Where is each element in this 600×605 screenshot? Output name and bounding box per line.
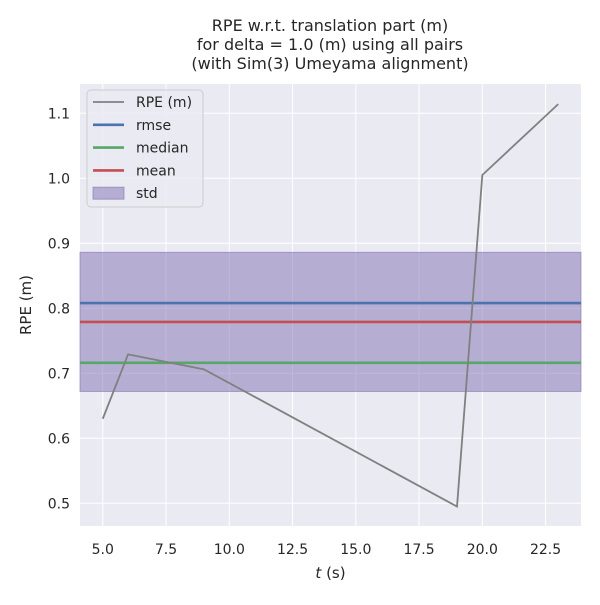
legend-label: rmse bbox=[136, 118, 171, 134]
legend-item: std bbox=[92, 186, 158, 202]
y-tick-label: 0.8 bbox=[48, 301, 70, 317]
x-tick-label: 7.5 bbox=[155, 542, 177, 558]
legend-item: mean bbox=[93, 163, 176, 179]
x-axis-label: t (s) bbox=[315, 564, 345, 582]
legend-item: rmse bbox=[93, 118, 171, 134]
y-tick-labels: 0.5 0.6 0.7 0.8 0.9 1.0 1.1 bbox=[48, 106, 70, 512]
legend-label: mean bbox=[136, 163, 176, 179]
legend-label: std bbox=[136, 186, 158, 202]
y-tick-label: 0.6 bbox=[48, 431, 70, 447]
x-tick-label: 5.0 bbox=[92, 542, 114, 558]
y-tick-label: 1.1 bbox=[48, 106, 70, 122]
legend-item: RPE (m) bbox=[93, 95, 192, 111]
chart-title-line: (with Sim(3) Umeyama alignment) bbox=[191, 54, 468, 73]
legend-item: median bbox=[93, 141, 188, 157]
chart-title-line: RPE w.r.t. translation part (m) bbox=[212, 16, 448, 35]
legend-swatch bbox=[92, 186, 125, 200]
x-tick-label: 22.5 bbox=[530, 542, 561, 558]
x-axis-label-unit: (s) bbox=[321, 564, 345, 582]
y-tick-label: 1.0 bbox=[48, 171, 70, 187]
legend-label: RPE (m) bbox=[136, 95, 192, 111]
x-tick-label: 12.5 bbox=[277, 542, 308, 558]
series-group bbox=[101, 103, 559, 508]
x-tick-labels: 5.0 7.5 10.0 12.5 15.0 17.5 20.0 22.5 bbox=[92, 542, 562, 558]
x-tick-label: 10.0 bbox=[214, 542, 245, 558]
y-tick-label: 0.9 bbox=[48, 236, 70, 252]
x-tick-label: 17.5 bbox=[403, 542, 434, 558]
y-tick-label: 0.5 bbox=[48, 496, 70, 512]
y-axis-label: RPE (m) bbox=[17, 275, 35, 335]
chart-title: RPE w.r.t. translation part (m)for delta… bbox=[191, 16, 468, 73]
chart-title-line: for delta = 1.0 (m) using all pairs bbox=[197, 35, 463, 54]
y-tick-label: 0.7 bbox=[48, 366, 70, 382]
x-tick-label: 15.0 bbox=[340, 542, 371, 558]
legend-box bbox=[86, 89, 204, 208]
x-axis-label-var: t bbox=[315, 564, 322, 582]
x-tick-label: 20.0 bbox=[467, 542, 498, 558]
stat-lines bbox=[80, 301, 581, 365]
legend-label: median bbox=[136, 141, 188, 157]
legend: RPE (m) rmse median mean std bbox=[86, 89, 204, 208]
rpe-series-line bbox=[101, 103, 559, 508]
